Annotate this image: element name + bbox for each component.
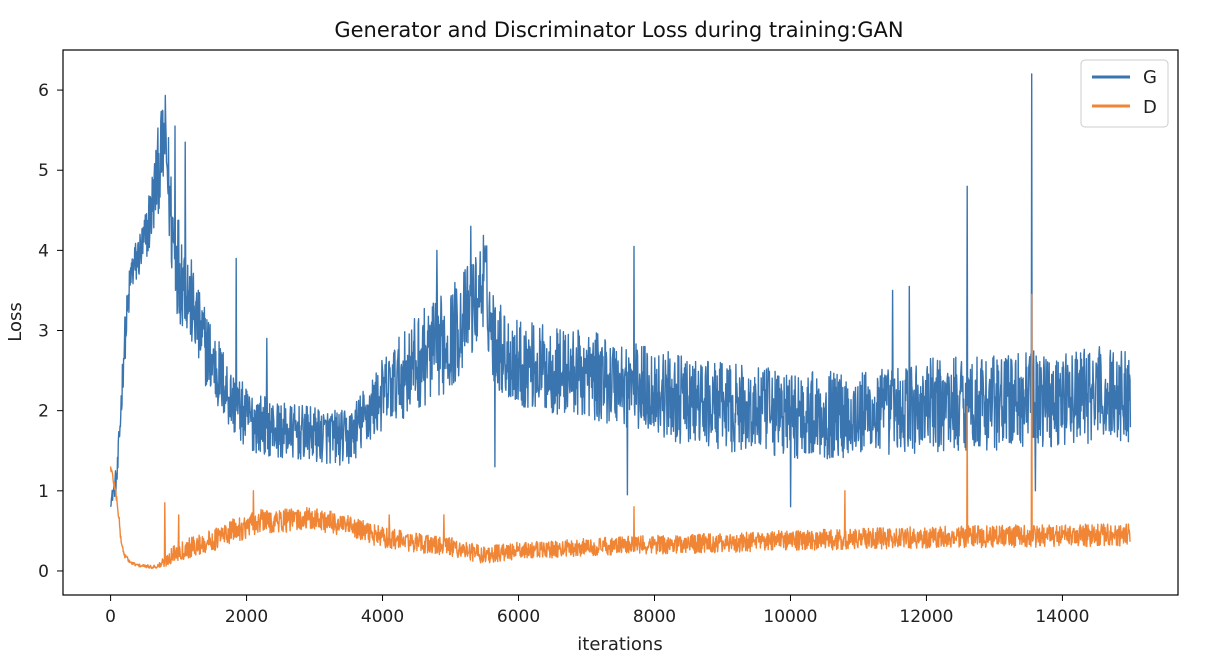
x-tick-label: 2000 <box>225 607 268 627</box>
y-tick-label: 5 <box>38 161 49 181</box>
y-tick-label: 4 <box>38 241 49 261</box>
y-axis: 0 1 2 3 4 5 6 <box>38 81 63 582</box>
y-tick-label: 3 <box>38 322 49 342</box>
x-tick-label: 4000 <box>361 607 404 627</box>
y-tick-label: 1 <box>38 482 49 502</box>
y-tick-label: 2 <box>38 402 49 422</box>
x-tick-label: 8000 <box>633 607 676 627</box>
series-line-g <box>109 73 1132 508</box>
legend-label-g: G <box>1143 67 1157 88</box>
x-tick-label: 0 <box>105 607 116 627</box>
x-tick-label: 14000 <box>1035 607 1089 627</box>
series-layer <box>109 73 1132 569</box>
x-axis: 0 2000 4000 6000 8000 10000 12000 14000 <box>105 595 1089 627</box>
y-axis-label: Loss <box>5 302 26 341</box>
plot-frame <box>62 49 1179 596</box>
x-axis-label: iterations <box>577 634 662 655</box>
x-tick-label: 6000 <box>497 607 540 627</box>
legend: G D <box>1080 59 1169 128</box>
x-tick-label: 12000 <box>899 607 953 627</box>
chart-title: Generator and Discriminator Loss during … <box>334 18 903 42</box>
y-tick-label: 0 <box>38 562 49 582</box>
x-tick-label: 10000 <box>763 607 817 627</box>
series-line-d <box>109 293 1131 569</box>
y-tick-label: 6 <box>38 81 49 101</box>
legend-label-d: D <box>1143 97 1157 118</box>
